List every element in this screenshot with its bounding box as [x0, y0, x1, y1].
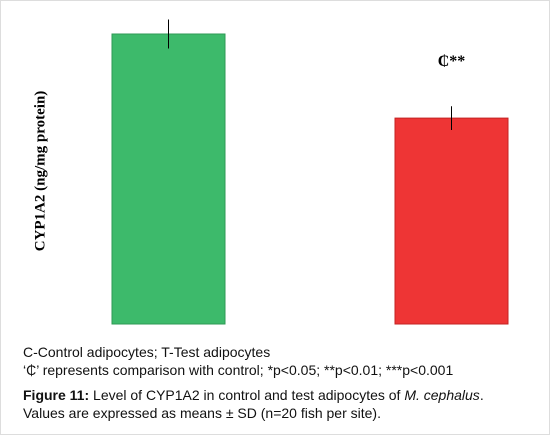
- caption-line: Values are expressed as means ± SD (n=20…: [23, 405, 381, 421]
- caption-line: Figure 11: Level of CYP1A2 in control an…: [23, 387, 484, 403]
- species: M. cephalus: [404, 387, 480, 403]
- caption-end: .: [479, 387, 484, 403]
- bar: [394, 117, 509, 325]
- annotation: ₵**: [438, 53, 466, 70]
- figure-label: Figure 11:: [23, 387, 90, 403]
- chart: CYP1A2 (ng/mg protein) ₵**: [32, 19, 509, 325]
- caption-line: ‘₵’ represents comparison with control; …: [23, 362, 454, 378]
- figure-text: Level of CYP1A2 in control and test adip…: [93, 387, 401, 403]
- bar: [111, 33, 226, 325]
- y-axis-label: CYP1A2 (ng/mg protein): [32, 91, 48, 252]
- caption-line: C-Control adipocytes; T-Test adipocytes: [23, 344, 271, 360]
